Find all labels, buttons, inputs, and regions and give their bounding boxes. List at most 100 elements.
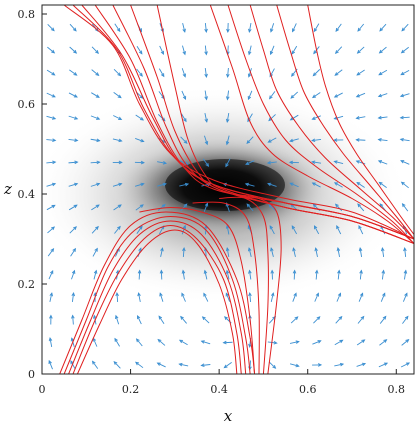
- quiver-arrow: [356, 69, 365, 76]
- quiver-arrow: [93, 269, 98, 280]
- quiver-arrow: [333, 182, 343, 188]
- quiver-arrow: [313, 225, 320, 235]
- quiver-arrow: [135, 138, 145, 143]
- quiver-arrow: [71, 314, 75, 325]
- quiver-arrows: [46, 22, 411, 371]
- quiver-arrow: [400, 46, 409, 54]
- quiver-arrow: [200, 340, 211, 345]
- streamline: [276, 5, 414, 240]
- quiver-arrow: [113, 360, 121, 369]
- quiver-arrow: [378, 69, 388, 76]
- quiver-arrow: [248, 291, 252, 303]
- quiver-arrow: [115, 314, 120, 325]
- quiver-arrow: [71, 292, 76, 303]
- quiver-arrow: [267, 137, 277, 143]
- quiver-arrow: [380, 292, 386, 302]
- streamline: [232, 193, 282, 374]
- quiver-arrow: [114, 225, 121, 234]
- quiver-arrow: [68, 115, 79, 120]
- quiver-arrow: [377, 115, 388, 120]
- quiver-arrow: [112, 160, 123, 165]
- quiver-arrow: [68, 160, 79, 165]
- quiver-arrow: [334, 362, 345, 367]
- quiver-arrow: [247, 45, 252, 56]
- quiver-arrow: [290, 91, 299, 99]
- quiver-arrow: [68, 92, 78, 98]
- quiver-arrow: [204, 113, 208, 123]
- quiver-arrow: [245, 160, 255, 165]
- quiver-arrow: [113, 204, 122, 211]
- quiver-arrow: [312, 69, 321, 77]
- quiver-arrow: [401, 338, 410, 346]
- quiver-arrow: [247, 247, 252, 257]
- quiver-arrow: [90, 115, 101, 120]
- quiver-arrow: [270, 23, 275, 33]
- quiver-arrow: [356, 181, 365, 188]
- quiver-arrow: [357, 23, 365, 32]
- quiver-arrow: [181, 90, 187, 101]
- quiver-arrow: [313, 316, 321, 324]
- quiver-arrow: [334, 46, 343, 55]
- quiver-arrow: [135, 114, 145, 121]
- quiver-arrow: [225, 292, 231, 302]
- quiver-arrow: [356, 362, 367, 367]
- quiver-arrow: [46, 204, 56, 211]
- y-tick-label: 0.6: [18, 98, 36, 111]
- quiver-arrow: [91, 204, 100, 211]
- quiver-arrow: [204, 67, 208, 78]
- streamline: [68, 220, 247, 374]
- quiver-arrow: [377, 138, 388, 142]
- quiver-arrow: [292, 269, 297, 280]
- quiver-arrow: [200, 363, 211, 367]
- quiver-arrow: [71, 269, 76, 280]
- quiver-arrow: [311, 160, 322, 164]
- quiver-arrow: [311, 138, 322, 143]
- quiver-arrow: [379, 339, 388, 346]
- quiver-arrow: [225, 90, 230, 101]
- quiver-arrow: [180, 203, 188, 212]
- quiver-arrow: [401, 203, 409, 212]
- quiver-arrow: [112, 138, 123, 143]
- quiver-arrow: [357, 315, 365, 324]
- x-axis-ticks: 0 0.2 0.4 0.6 0.8: [39, 369, 405, 396]
- quiver-arrow: [292, 292, 297, 302]
- quiver-arrow: [135, 338, 143, 347]
- quiver-arrow: [203, 202, 209, 212]
- streamline: [192, 201, 260, 374]
- quiver-arrow: [336, 247, 341, 258]
- streamline: [307, 5, 414, 235]
- quiver-arrow: [355, 138, 366, 142]
- quiver-arrow: [399, 93, 410, 98]
- quiver-arrow: [178, 339, 188, 346]
- quiver-arrow: [269, 45, 275, 56]
- quiver-arrow: [134, 160, 145, 165]
- quiver-arrow: [400, 69, 410, 76]
- quiver-arrow: [137, 292, 141, 303]
- quiver-arrow: [334, 69, 343, 76]
- y-axis-ticks: 0 0.2 0.4 0.6 0.8: [18, 8, 47, 381]
- quiver-arrow: [49, 314, 53, 325]
- quiver-arrow: [46, 69, 56, 76]
- quiver-arrow: [69, 69, 78, 76]
- quiver-arrow: [223, 362, 232, 369]
- quiver-arrow: [182, 45, 186, 56]
- quiver-arrow: [289, 340, 300, 344]
- quiver-arrow: [159, 269, 164, 280]
- quiver-arrow: [311, 182, 321, 188]
- streamline: [249, 5, 414, 240]
- quiver-arrow: [400, 160, 410, 165]
- quiver-arrow: [157, 182, 167, 187]
- quiver-arrow: [401, 23, 409, 32]
- quiver-arrow: [378, 46, 387, 54]
- quiver-arrow: [246, 136, 254, 145]
- quiver-arrow: [226, 67, 230, 79]
- quiver-arrow: [378, 181, 387, 189]
- streamline: [156, 5, 414, 244]
- quiver-arrow: [204, 135, 209, 146]
- quiver-arrow: [377, 160, 388, 165]
- quiver-arrow: [222, 340, 233, 345]
- quiver-arrow: [203, 269, 208, 280]
- quiver-arrow: [380, 247, 385, 258]
- quiver-arrow: [247, 90, 253, 101]
- streamline: [227, 5, 414, 244]
